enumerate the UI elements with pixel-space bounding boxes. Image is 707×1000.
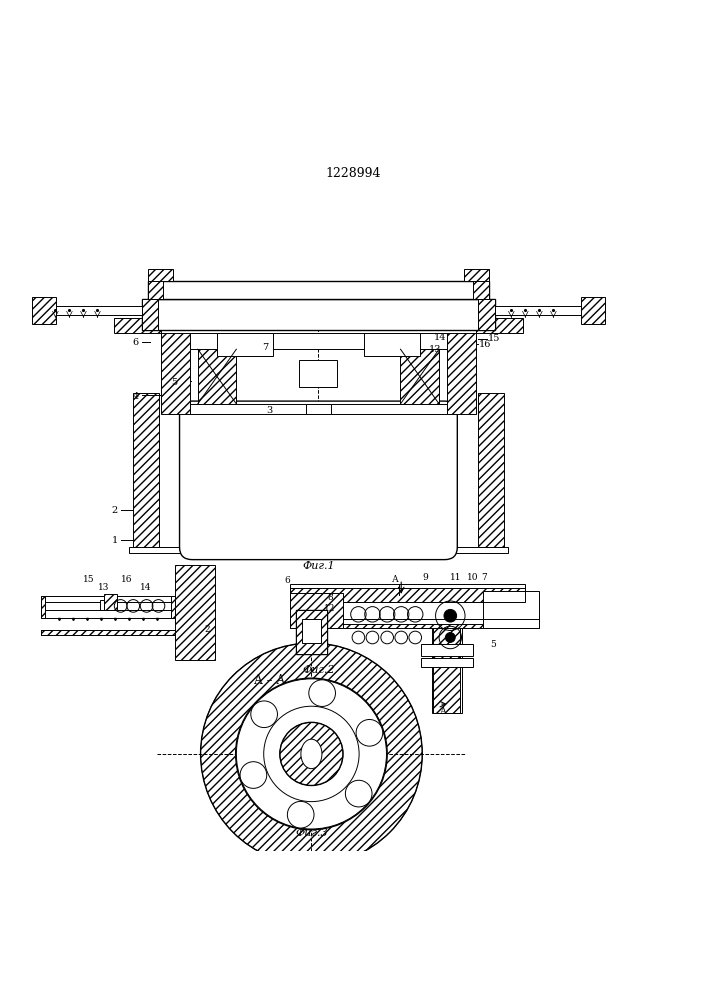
Text: 2: 2 — [112, 506, 118, 515]
Bar — [190, 333, 447, 349]
Bar — [132, 393, 159, 547]
Text: 2: 2 — [205, 625, 211, 634]
Bar — [198, 349, 236, 404]
Bar — [291, 588, 525, 602]
Text: 13: 13 — [98, 583, 109, 592]
Bar — [477, 318, 523, 333]
Text: Фиг.3: Фиг.3 — [295, 828, 328, 838]
Text: 1: 1 — [112, 536, 118, 545]
Text: 14: 14 — [139, 583, 151, 592]
Text: А – А: А – А — [254, 674, 285, 687]
Bar — [421, 644, 474, 656]
Bar — [33, 306, 141, 315]
Bar — [464, 269, 489, 281]
Bar — [300, 360, 337, 387]
Bar — [141, 299, 495, 330]
Circle shape — [356, 719, 382, 746]
Bar — [484, 591, 539, 628]
Bar — [495, 306, 604, 315]
Bar — [474, 281, 489, 299]
Bar — [479, 299, 495, 330]
Bar — [148, 281, 163, 299]
Bar — [291, 624, 525, 628]
Bar — [171, 596, 175, 618]
Circle shape — [280, 722, 343, 785]
Bar — [141, 299, 158, 330]
Circle shape — [287, 801, 314, 828]
Bar — [41, 630, 175, 635]
Ellipse shape — [301, 739, 322, 769]
Text: 6: 6 — [132, 338, 139, 347]
Bar — [217, 333, 273, 356]
Text: 1228994: 1228994 — [326, 167, 381, 180]
Bar — [105, 594, 117, 610]
Bar — [291, 584, 525, 602]
Bar — [148, 269, 173, 281]
Text: 16: 16 — [479, 340, 491, 349]
Bar — [41, 596, 45, 618]
Bar — [306, 404, 331, 414]
Bar — [291, 593, 343, 628]
Text: 5: 5 — [171, 378, 177, 387]
Bar — [580, 297, 604, 324]
Bar — [478, 393, 504, 547]
Text: 9: 9 — [422, 573, 428, 582]
Bar — [114, 318, 160, 333]
Text: 15: 15 — [83, 575, 95, 584]
Bar — [296, 610, 327, 654]
Bar — [41, 596, 175, 602]
Circle shape — [444, 609, 457, 622]
Bar — [291, 619, 525, 628]
Text: 3: 3 — [267, 406, 273, 415]
Bar — [129, 547, 508, 553]
Bar — [421, 658, 474, 667]
Text: 11: 11 — [450, 573, 462, 582]
Text: Фиг.1: Фиг.1 — [302, 561, 334, 571]
Text: 10: 10 — [467, 573, 479, 582]
Text: А: А — [392, 575, 399, 584]
Bar — [100, 600, 105, 610]
Bar — [484, 619, 539, 628]
Bar — [447, 333, 477, 414]
Bar — [148, 281, 489, 299]
Text: 14: 14 — [434, 333, 447, 342]
Text: 7: 7 — [481, 573, 487, 582]
Text: Фиг.2: Фиг.2 — [302, 665, 334, 675]
Bar — [160, 333, 190, 414]
Bar — [33, 297, 56, 324]
Text: 12: 12 — [324, 604, 335, 613]
Bar — [296, 854, 327, 898]
Text: 5: 5 — [490, 640, 496, 649]
Circle shape — [264, 706, 359, 802]
Bar — [190, 404, 447, 414]
Bar — [175, 565, 216, 660]
Bar — [41, 610, 175, 618]
Circle shape — [240, 762, 267, 788]
Circle shape — [235, 678, 387, 830]
Circle shape — [346, 780, 372, 807]
Circle shape — [445, 633, 455, 642]
Circle shape — [309, 680, 335, 706]
Bar — [432, 628, 462, 713]
Text: 6: 6 — [285, 576, 291, 585]
Circle shape — [201, 643, 422, 865]
Text: 15: 15 — [488, 334, 501, 343]
Circle shape — [251, 701, 277, 728]
Text: 13: 13 — [429, 345, 442, 354]
Text: 7: 7 — [262, 343, 269, 352]
Text: 16: 16 — [121, 575, 132, 584]
Text: 4: 4 — [132, 392, 139, 401]
Bar — [303, 619, 320, 643]
Bar — [364, 333, 420, 356]
Bar — [296, 610, 327, 654]
Bar — [41, 630, 175, 635]
Text: А: А — [440, 707, 447, 716]
Bar — [400, 349, 439, 404]
Text: 8: 8 — [327, 593, 333, 602]
Bar — [433, 628, 460, 713]
Bar — [303, 865, 320, 889]
Bar — [296, 854, 327, 898]
FancyBboxPatch shape — [180, 401, 457, 560]
